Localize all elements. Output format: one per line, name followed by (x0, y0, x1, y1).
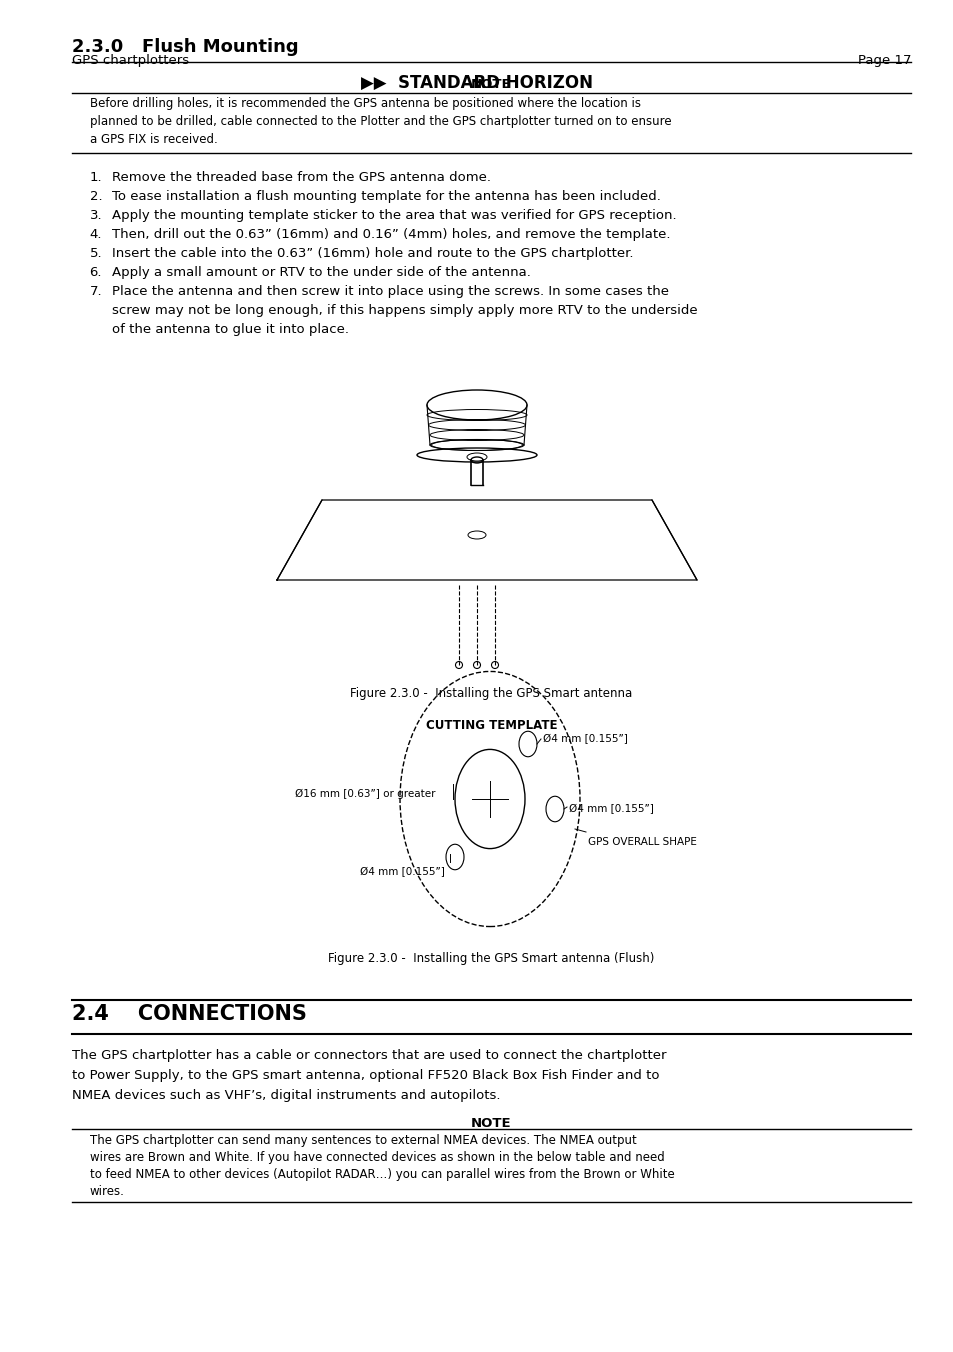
Text: Apply a small amount or RTV to the under side of the antenna.: Apply a small amount or RTV to the under… (112, 266, 530, 279)
Text: NOTE: NOTE (471, 1117, 511, 1129)
Text: 1.: 1. (90, 170, 102, 184)
Text: of the antenna to glue it into place.: of the antenna to glue it into place. (112, 323, 348, 337)
Text: 5.: 5. (90, 247, 102, 260)
Text: CUTTING TEMPLATE: CUTTING TEMPLATE (425, 719, 557, 731)
Text: Figure 2.3.0 -  Installing the GPS Smart antenna: Figure 2.3.0 - Installing the GPS Smart … (350, 687, 632, 700)
Text: 2.4    CONNECTIONS: 2.4 CONNECTIONS (71, 1003, 306, 1023)
Text: Ø4 mm [0.155”]: Ø4 mm [0.155”] (568, 804, 653, 814)
Text: Figure 2.3.0 -  Installing the GPS Smart antenna (Flush): Figure 2.3.0 - Installing the GPS Smart … (328, 952, 654, 964)
Text: Ø4 mm [0.155”]: Ø4 mm [0.155”] (542, 734, 627, 744)
Text: a GPS FIX is received.: a GPS FIX is received. (90, 132, 217, 146)
Text: Place the antenna and then screw it into place using the screws. In some cases t: Place the antenna and then screw it into… (112, 285, 668, 297)
Text: 2.3.0   Flush Mounting: 2.3.0 Flush Mounting (71, 38, 298, 55)
Text: The GPS chartplotter has a cable or connectors that are used to connect the char: The GPS chartplotter has a cable or conn… (71, 1049, 665, 1061)
Text: screw may not be long enough, if this happens simply apply more RTV to the under: screw may not be long enough, if this ha… (112, 304, 697, 316)
Text: Insert the cable into the 0.63” (16mm) hole and route to the GPS chartplotter.: Insert the cable into the 0.63” (16mm) h… (112, 247, 633, 260)
Text: NMEA devices such as VHF’s, digital instruments and autopilots.: NMEA devices such as VHF’s, digital inst… (71, 1088, 499, 1102)
Text: ▶▶  STANDARD HORIZON: ▶▶ STANDARD HORIZON (360, 74, 593, 92)
Text: wires are Brown and White. If you have connected devices as shown in the below t: wires are Brown and White. If you have c… (90, 1151, 663, 1164)
Text: wires.: wires. (90, 1184, 124, 1198)
Text: 7.: 7. (90, 285, 102, 297)
Text: Page 17: Page 17 (857, 54, 910, 68)
Text: to Power Supply, to the GPS smart antenna, optional FF520 Black Box Fish Finder : to Power Supply, to the GPS smart antenn… (71, 1068, 659, 1082)
Text: GPS OVERALL SHAPE: GPS OVERALL SHAPE (587, 837, 696, 846)
Text: 3.: 3. (90, 210, 102, 222)
Text: To ease installation a flush mounting template for the antenna has been included: To ease installation a flush mounting te… (112, 191, 659, 203)
Text: planned to be drilled, cable connected to the Plotter and the GPS chartplotter t: planned to be drilled, cable connected t… (90, 115, 671, 128)
Text: 4.: 4. (90, 228, 102, 241)
Text: Remove the threaded base from the GPS antenna dome.: Remove the threaded base from the GPS an… (112, 170, 490, 184)
Text: GPS chartplotters: GPS chartplotters (71, 54, 189, 68)
Text: 6.: 6. (90, 266, 102, 279)
Text: to feed NMEA to other devices (Autopilot RADAR…) you can parallel wires from the: to feed NMEA to other devices (Autopilot… (90, 1168, 674, 1180)
Text: 2.: 2. (90, 191, 102, 203)
Text: Ø16 mm [0.63”] or greater: Ø16 mm [0.63”] or greater (294, 790, 435, 799)
Text: Before drilling holes, it is recommended the GPS antenna be positioned where the: Before drilling holes, it is recommended… (90, 97, 639, 110)
Text: The GPS chartplotter can send many sentences to external NMEA devices. The NMEA : The GPS chartplotter can send many sente… (90, 1133, 636, 1146)
Text: Ø4 mm [0.155”]: Ø4 mm [0.155”] (359, 867, 444, 877)
Text: Then, drill out the 0.63” (16mm) and 0.16” (4mm) holes, and remove the template.: Then, drill out the 0.63” (16mm) and 0.1… (112, 228, 669, 241)
Text: Apply the mounting template sticker to the area that was verified for GPS recept: Apply the mounting template sticker to t… (112, 210, 676, 222)
Text: NOTE: NOTE (471, 78, 511, 91)
